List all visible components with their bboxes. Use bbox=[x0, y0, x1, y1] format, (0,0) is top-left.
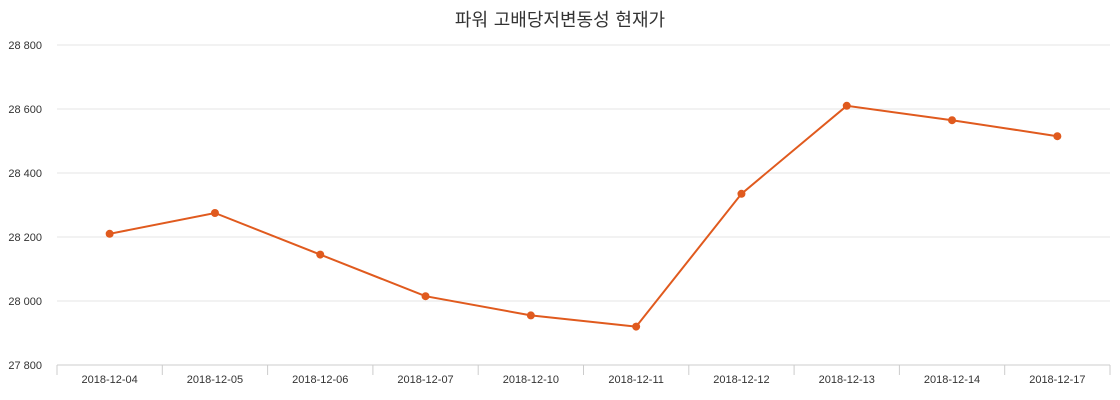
chart-title: 파워 고배당저변동성 현재가 bbox=[454, 10, 666, 31]
data-point-marker[interactable] bbox=[526, 311, 535, 320]
y-gridlines bbox=[57, 44, 1110, 302]
data-point-marker[interactable] bbox=[632, 322, 641, 331]
data-point-marker[interactable] bbox=[316, 250, 325, 259]
y-tick-label: 28 800 bbox=[8, 40, 42, 52]
y-tick-label: 27 800 bbox=[8, 360, 42, 372]
x-tick-label: 2018-12-05 bbox=[187, 374, 243, 386]
data-point-marker[interactable] bbox=[1053, 132, 1062, 141]
y-tick-label: 28 000 bbox=[8, 296, 42, 308]
x-tick-label: 2018-12-10 bbox=[503, 374, 559, 386]
y-tick-label: 28 400 bbox=[8, 168, 42, 180]
series-line bbox=[105, 101, 1062, 331]
x-axis: 2018-12-04 2018-12-05 2018-12-06 2018-12-07… bbox=[56, 364, 1111, 386]
x-tick-label: 2018-12-11 bbox=[608, 374, 663, 386]
x-tick-label: 2018-12-04 bbox=[82, 374, 138, 386]
x-tick-label: 2018-12-06 bbox=[292, 374, 348, 386]
x-tick-label: 2018-12-14 bbox=[924, 374, 980, 386]
series-path bbox=[109, 104, 1058, 328]
data-point-marker[interactable] bbox=[737, 189, 746, 198]
data-point-marker[interactable] bbox=[105, 229, 114, 238]
y-tick-label: 28 600 bbox=[8, 104, 42, 116]
data-point-marker[interactable] bbox=[421, 292, 430, 301]
x-tick-label: 2018-12-13 bbox=[819, 374, 875, 386]
x-tick-label: 2018-12-12 bbox=[713, 374, 769, 386]
data-point-marker[interactable] bbox=[948, 116, 957, 125]
x-tick-label: 2018-12-17 bbox=[1029, 374, 1085, 386]
y-tick-label: 28 200 bbox=[8, 232, 42, 244]
data-point-marker[interactable] bbox=[842, 101, 851, 110]
y-axis-labels: 27 800 28 000 28 200 28 400 28 600 28 800 bbox=[8, 40, 42, 372]
x-tick-label: 2018-12-07 bbox=[397, 374, 453, 386]
data-point-marker[interactable] bbox=[210, 209, 219, 217]
